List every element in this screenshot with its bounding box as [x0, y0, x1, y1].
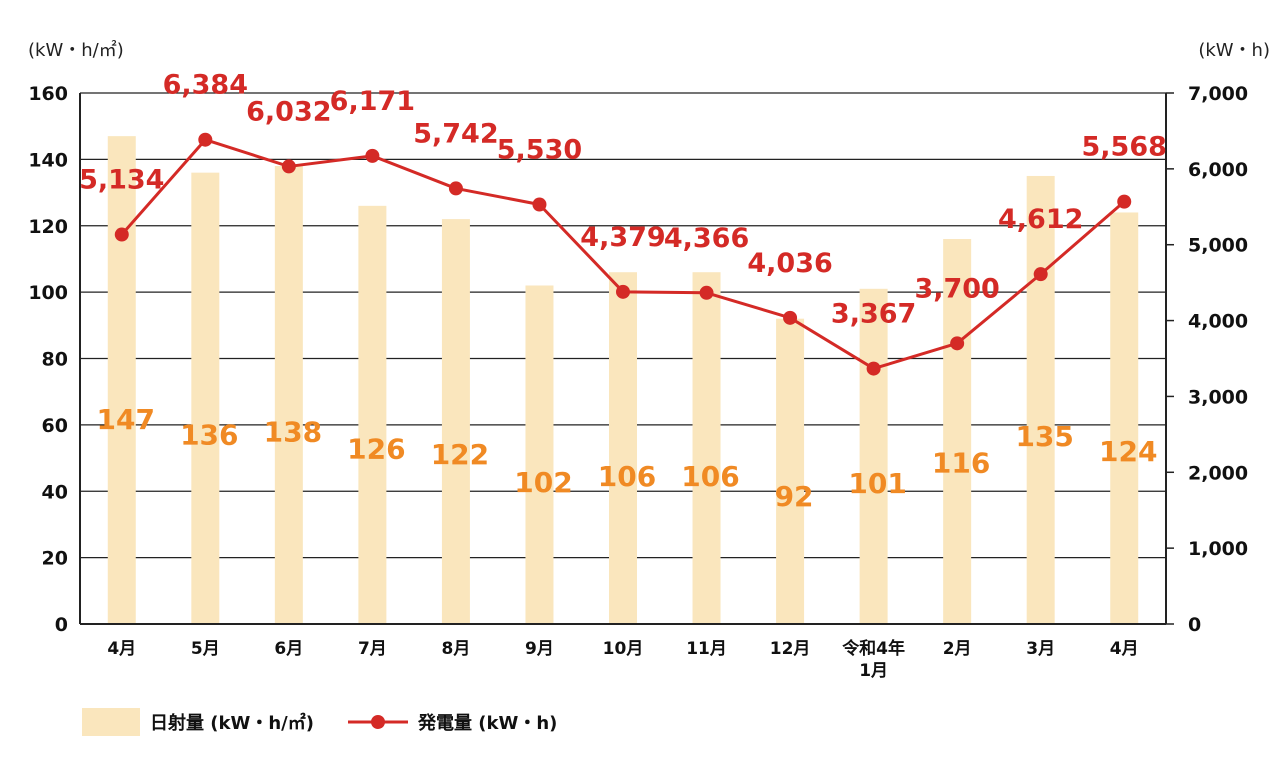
right-tick-label: 7,000 [1188, 83, 1248, 105]
right-tick-label: 6,000 [1188, 159, 1248, 181]
bar [1026, 175, 1055, 624]
bar-value-label: 138 [264, 416, 322, 449]
bar-value-label: 116 [932, 446, 990, 479]
x-tick-label: 9月 [525, 639, 554, 659]
bar [358, 205, 387, 624]
bar [859, 288, 888, 624]
x-tick-label: 12月 [770, 639, 811, 659]
x-tick-label: 10月 [603, 639, 644, 659]
line-point [114, 227, 129, 242]
line-point [616, 284, 630, 299]
data-labels: 147 136 138 126 122 102 106 106 92 101 116 135 124 5,… [79, 70, 1167, 513]
bar [1110, 212, 1139, 624]
axes: 0 20 40 60 80 100 120 140 160 0 1,000 2,000 3,000 4,0… [28, 83, 1248, 681]
bar-value-label: 124 [1099, 435, 1157, 468]
bar-series [107, 136, 1139, 625]
left-tick-label: 80 [42, 349, 68, 371]
bar [776, 318, 805, 624]
bar-value-label: 136 [180, 418, 238, 451]
legend: 日射量 (kW・h/㎡) 発電量 (kW・h) [82, 708, 557, 736]
line-value-label: 4,612 [998, 204, 1083, 235]
left-tick-label: 160 [28, 83, 68, 105]
x-tick-label: 8月 [442, 639, 471, 659]
legend-bar-label: 日射量 (kW・h/㎡) [150, 712, 314, 734]
line-value-label: 4,379 [580, 222, 665, 253]
bar [525, 285, 554, 624]
line-value-label: 3,700 [914, 273, 999, 304]
bar-value-label: 92 [775, 480, 814, 513]
line-value-label: 5,530 [497, 135, 582, 166]
right-tick-label: 0 [1188, 614, 1201, 636]
right-tick-label: 1,000 [1188, 538, 1248, 560]
line-value-label: 4,366 [664, 223, 749, 254]
x-tick-label: 4月 [1110, 639, 1139, 659]
legend-line-label: 発電量 (kW・h) [417, 712, 557, 734]
x-tick-label: 5月 [191, 639, 220, 659]
line-value-label: 5,742 [413, 118, 498, 149]
x-tick-label: 7月 [358, 639, 387, 659]
line-value-label: 5,568 [1082, 132, 1167, 163]
bar-value-label: 126 [347, 432, 405, 465]
left-tick-label: 140 [28, 149, 68, 171]
line-point [281, 159, 296, 174]
bar-value-label: 106 [598, 460, 656, 493]
line-value-label: 6,171 [330, 86, 415, 117]
x-tick-label: 2月 [943, 639, 972, 659]
bar-value-label: 106 [681, 460, 739, 493]
line-value-label: 6,384 [163, 70, 248, 101]
x-tick-label: 令和4年 [842, 638, 905, 659]
bar [274, 166, 303, 624]
right-tick-label: 3,000 [1188, 386, 1248, 408]
line-point [699, 285, 714, 300]
line-series [114, 132, 1132, 376]
line-value-label: 3,367 [831, 299, 916, 330]
bar [191, 172, 220, 624]
x-tick-label: 1月 [859, 661, 888, 681]
line-point [448, 181, 463, 196]
line-point [198, 132, 213, 147]
right-tick-label: 2,000 [1188, 462, 1248, 484]
bar-value-label: 122 [431, 438, 489, 471]
bar [609, 272, 637, 624]
bar-value-label: 102 [514, 466, 572, 499]
legend-line-marker [371, 715, 385, 729]
x-tick-label: 11月 [686, 639, 727, 659]
line-point [532, 197, 547, 212]
line-value-label: 5,134 [79, 165, 164, 196]
bar-value-label: 101 [848, 467, 906, 500]
bar [692, 272, 721, 624]
right-tick-label: 5,000 [1188, 235, 1248, 257]
x-tick-label: 3月 [1026, 639, 1055, 659]
x-tick-label: 6月 [274, 639, 303, 659]
line-value-label: 6,032 [246, 96, 331, 127]
right-tick-label: 4,000 [1188, 311, 1248, 333]
bar [107, 136, 136, 625]
legend-bar-swatch [82, 708, 140, 736]
bar-value-label: 135 [1015, 420, 1073, 453]
line-point [950, 336, 965, 351]
line-point [1117, 194, 1132, 209]
left-tick-label: 60 [42, 415, 68, 437]
line-point [783, 310, 798, 325]
left-tick-label: 120 [28, 216, 68, 238]
line-point [365, 148, 380, 163]
left-tick-label: 0 [55, 614, 68, 636]
line-point [1033, 267, 1048, 282]
left-tick-label: 20 [42, 548, 68, 570]
left-tick-label: 100 [28, 282, 68, 304]
x-tick-label: 4月 [107, 639, 136, 659]
right-axis-unit: (kW・h) [1198, 40, 1270, 61]
line-point [866, 361, 881, 376]
bar-value-label: 147 [97, 403, 155, 436]
line-value-label: 4,036 [747, 248, 832, 279]
bar [943, 239, 972, 624]
left-tick-label: 40 [42, 481, 68, 503]
left-axis-unit: (kW・h/㎡) [28, 39, 124, 61]
bar [441, 219, 470, 625]
